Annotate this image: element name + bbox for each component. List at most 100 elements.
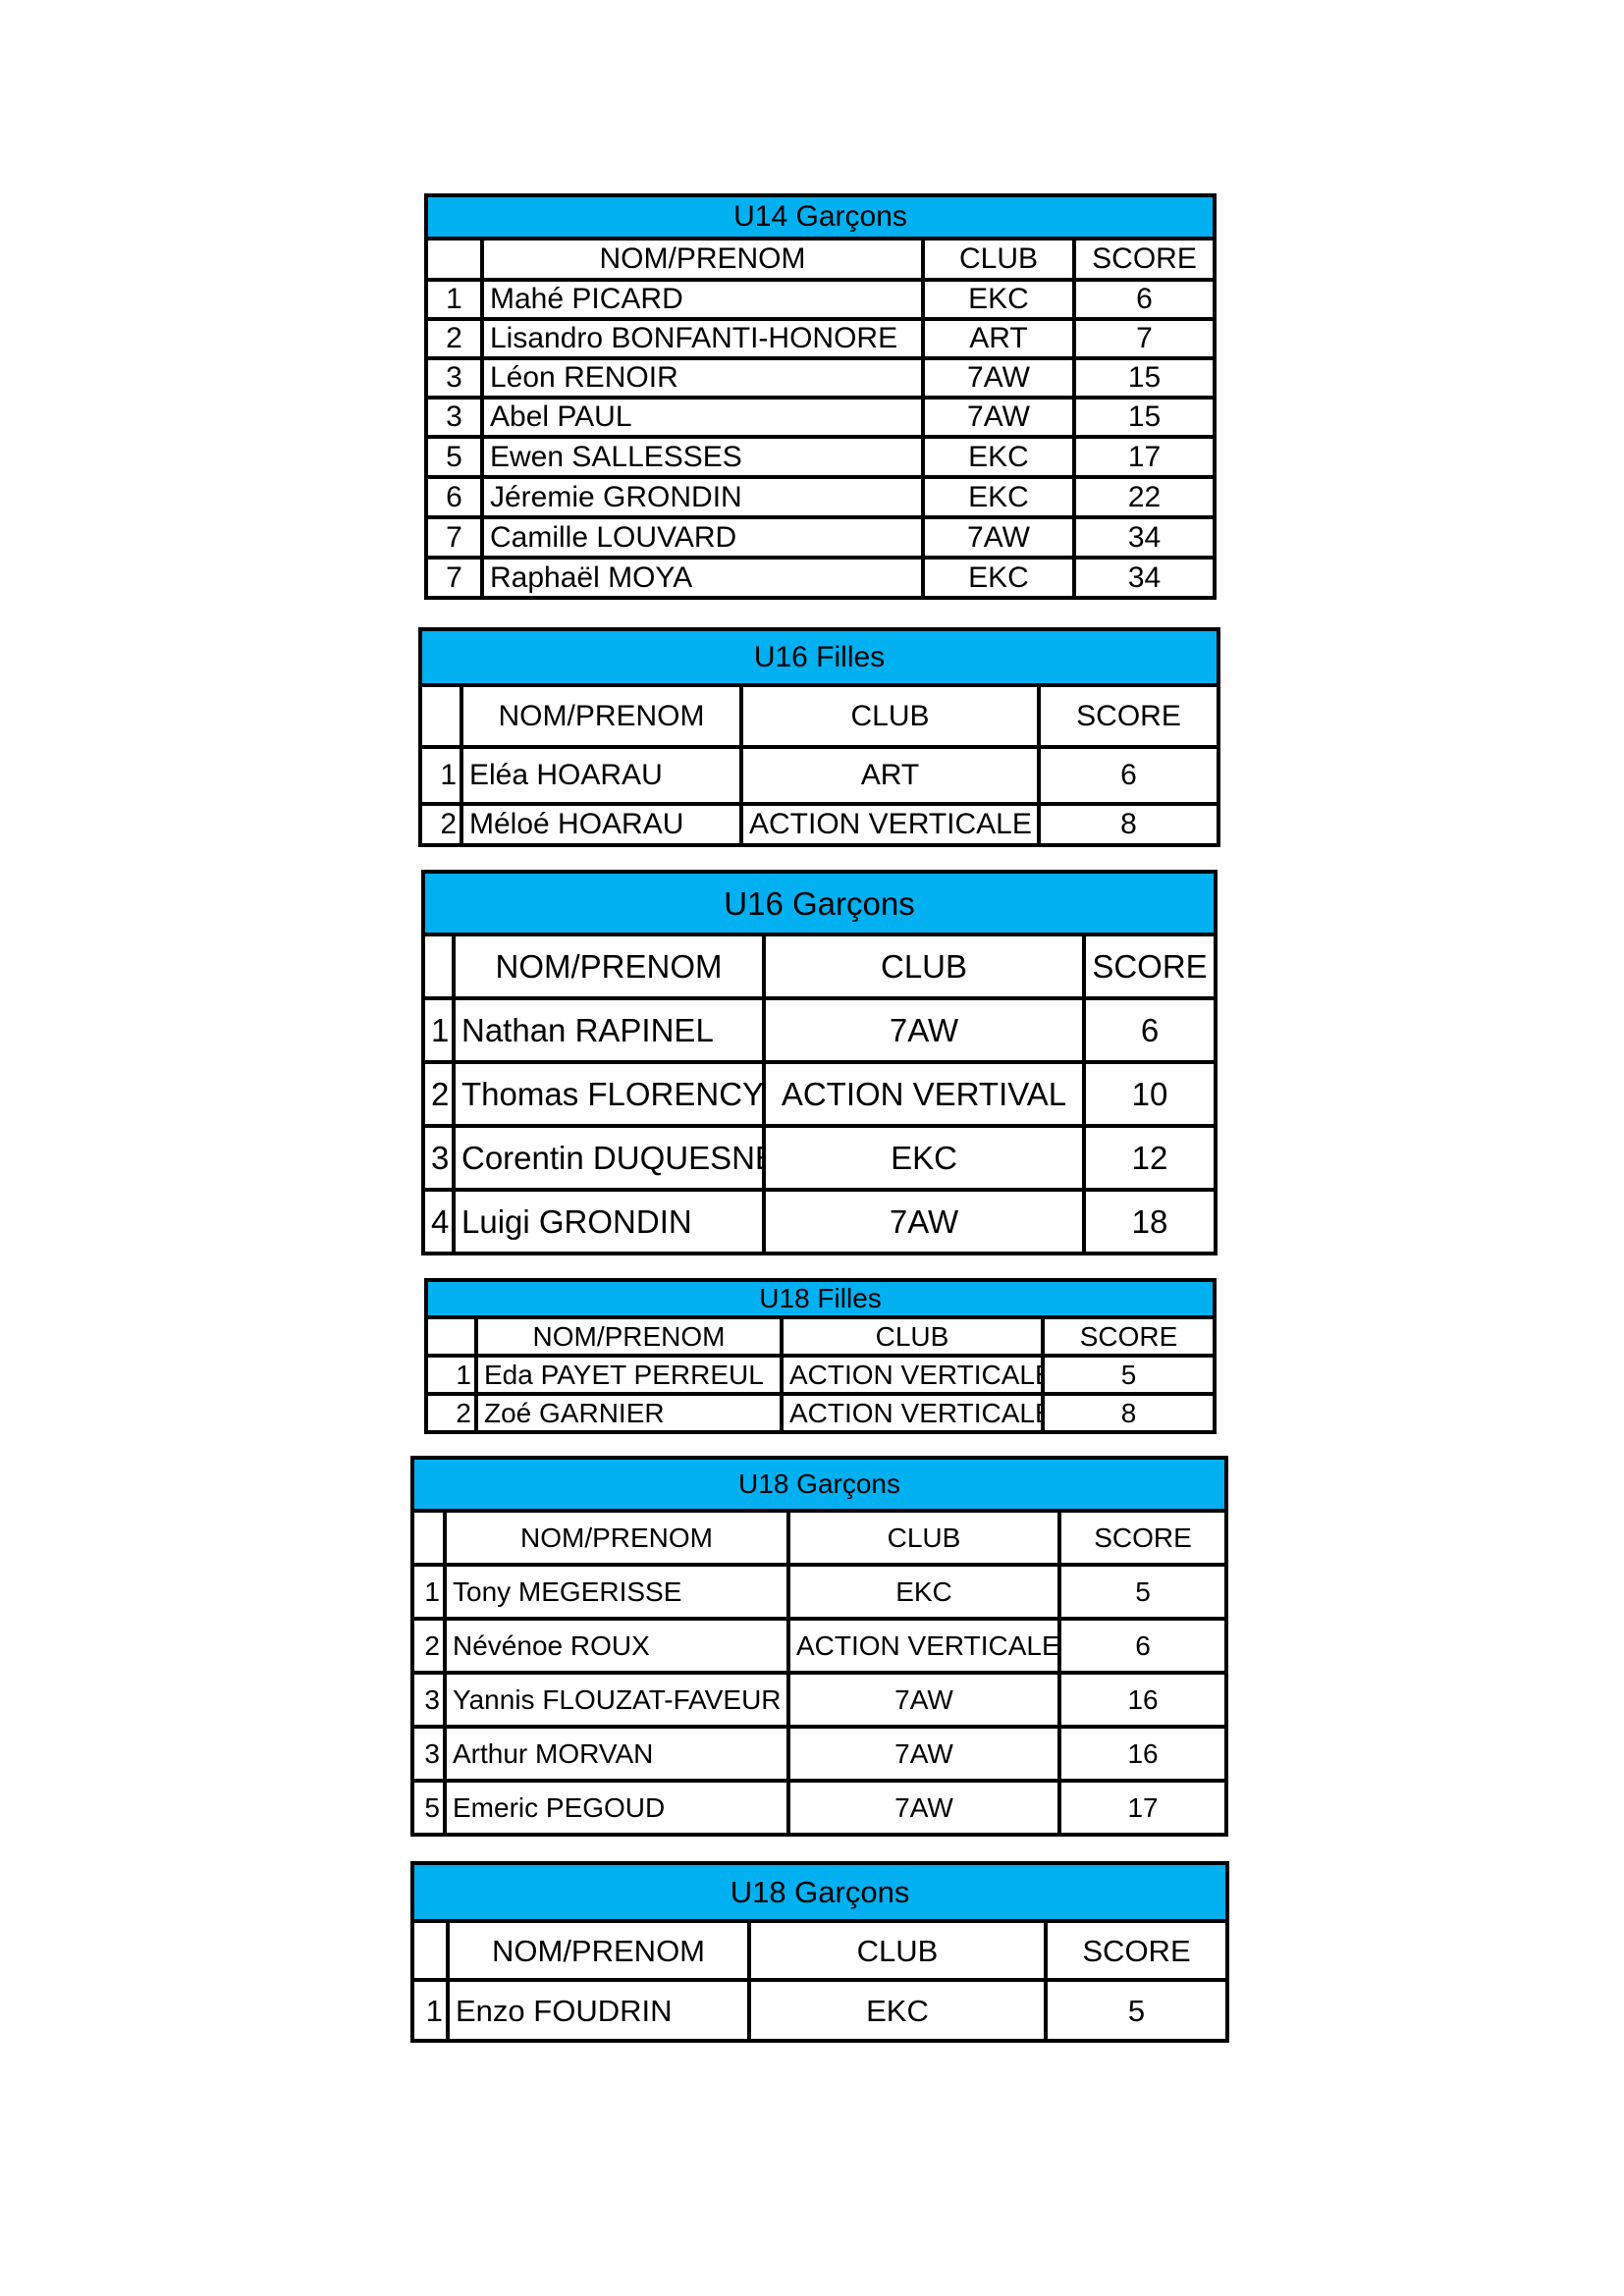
club-cell: EKC xyxy=(921,556,1076,600)
name-cell: Nathan RAPINEL xyxy=(452,996,766,1064)
name-cell: Enzo FOUDRIN xyxy=(446,1978,751,2043)
club-cell: 7AW xyxy=(786,1725,1061,1783)
club-cell: 7AW xyxy=(921,396,1076,439)
name-cell: Arthur MORVAN xyxy=(443,1725,790,1783)
club-cell: EKC xyxy=(747,1978,1048,2043)
score-cell: 34 xyxy=(1072,515,1217,560)
club-cell: 7AW xyxy=(762,1188,1086,1255)
club-cell: ACTION VERTICALE xyxy=(780,1354,1045,1396)
name-cell: Léon RENOIR xyxy=(480,356,925,400)
table-header-row: NOM/PRENOM CLUB SCORE xyxy=(424,237,1217,282)
score-header: SCORE xyxy=(1072,237,1217,282)
score-cell: 6 xyxy=(1082,996,1218,1064)
score-header: SCORE xyxy=(1040,1315,1218,1358)
rank-cell: 1 xyxy=(410,1978,450,2043)
score-cell: 22 xyxy=(1072,475,1217,519)
score-cell: 7 xyxy=(1072,317,1217,360)
club-cell: EKC xyxy=(762,1124,1086,1192)
name-header: NOM/PRENOM xyxy=(480,237,925,282)
name-header: NOM/PRENOM xyxy=(443,1509,790,1567)
score-header: SCORE xyxy=(1082,933,1218,1000)
score-cell: 6 xyxy=(1056,1617,1229,1675)
name-cell: Méloé HOARAU xyxy=(460,802,743,847)
table-row: 6 Jéremie GRONDIN EKC 22 xyxy=(424,475,1217,519)
table-header-row: NOM/PRENOM CLUB SCORE xyxy=(410,1919,1230,1982)
score-cell: 12 xyxy=(1082,1124,1218,1192)
rank-cell: 2 xyxy=(410,1617,447,1675)
club-cell: ART xyxy=(921,317,1076,360)
rank-cell: 7 xyxy=(424,515,484,560)
results-table: U18 Filles NOM/PRENOM CLUB SCORE 1 Eda PAYET … xyxy=(423,1278,1218,1434)
club-header: CLUB xyxy=(780,1315,1045,1358)
table-row: 1 Nathan RAPINEL 7AW 6 xyxy=(421,996,1218,1064)
rank-cell: 3 xyxy=(421,1124,456,1192)
club-cell: EKC xyxy=(921,475,1076,519)
club-cell: ART xyxy=(739,745,1041,806)
name-header: NOM/PRENOM xyxy=(460,683,743,749)
club-cell: EKC xyxy=(921,435,1076,479)
score-cell: 15 xyxy=(1072,356,1217,400)
name-header: NOM/PRENOM xyxy=(474,1315,784,1358)
club-header: CLUB xyxy=(921,237,1076,282)
results-table: U16 Garçons NOM/PRENOM CLUB SCORE 1 Nathan RA… xyxy=(421,870,1218,1255)
table-row: 2 Thomas FLORENCY ACTION VERTIVAL 10 xyxy=(421,1060,1218,1128)
rank-header xyxy=(424,1315,478,1358)
name-cell: Luigi GRONDIN xyxy=(452,1188,766,1255)
rank-cell: 6 xyxy=(424,475,484,519)
name-cell: Camille LOUVARD xyxy=(480,515,925,560)
name-cell: Tony MEGERISSE xyxy=(443,1563,790,1621)
club-cell: 7AW xyxy=(921,515,1076,560)
score-cell: 18 xyxy=(1082,1188,1218,1255)
rank-cell: 1 xyxy=(424,1354,478,1396)
rank-cell: 2 xyxy=(424,317,484,360)
rank-cell: 1 xyxy=(424,278,484,321)
score-cell: 5 xyxy=(1043,1978,1230,2043)
club-header: CLUB xyxy=(739,683,1041,749)
rank-cell: 5 xyxy=(424,435,484,479)
table-title-row: U16 Garçons xyxy=(421,870,1218,936)
club-cell: ACTION VERTIVAL xyxy=(762,1060,1086,1128)
table-header-row: NOM/PRENOM CLUB SCORE xyxy=(410,1509,1229,1567)
table-title: U14 Garçons xyxy=(424,193,1217,240)
results-table: U14 Garçons NOM/PRENOM CLUB SCORE 1 Mahé PICA… xyxy=(424,193,1217,600)
name-header: NOM/PRENOM xyxy=(452,933,766,1000)
name-cell: Corentin DUQUESNE xyxy=(452,1124,766,1192)
score-cell: 17 xyxy=(1056,1779,1229,1837)
rank-cell: 3 xyxy=(410,1671,447,1729)
rank-header xyxy=(418,683,463,749)
table-row: 7 Raphaël MOYA EKC 34 xyxy=(424,556,1217,600)
club-header: CLUB xyxy=(786,1509,1061,1567)
name-cell: Eléa HOARAU xyxy=(460,745,743,806)
table-row: 3 Abel PAUL 7AW 15 xyxy=(424,396,1217,439)
score-cell: 34 xyxy=(1072,556,1217,600)
score-header: SCORE xyxy=(1056,1509,1229,1567)
table-row: 3 Yannis FLOUZAT-FAVEUR 7AW 16 xyxy=(410,1671,1229,1729)
table-row: 2 Lisandro BONFANTI-HONORE ART 7 xyxy=(424,317,1217,360)
club-cell: 7AW xyxy=(762,996,1086,1064)
score-cell: 6 xyxy=(1037,745,1220,806)
table-title-row: U18 Garçons xyxy=(409,1861,1230,1923)
club-cell: 7AW xyxy=(786,1671,1061,1729)
rank-cell: 3 xyxy=(424,356,484,400)
name-cell: Ewen SALLESSES xyxy=(480,435,925,479)
rank-cell: 5 xyxy=(410,1779,447,1837)
table-row: 1 Eléa HOARAU ART 6 xyxy=(418,745,1220,806)
rank-cell: 3 xyxy=(410,1725,447,1783)
club-cell: ACTION VERTICALE xyxy=(739,802,1041,847)
table-row: 3 Arthur MORVAN 7AW 16 xyxy=(410,1725,1229,1783)
rank-cell: 1 xyxy=(410,1563,447,1621)
table-row: 1 Tony MEGERISSE EKC 5 xyxy=(410,1563,1229,1621)
club-cell: EKC xyxy=(921,278,1076,321)
table-title: U18 Garçons xyxy=(409,1861,1230,1923)
results-table: U16 Filles NOM/PRENOM CLUB SCORE 1 Eléa HOARA… xyxy=(418,627,1220,847)
table-header-row: NOM/PRENOM CLUB SCORE xyxy=(418,683,1220,749)
score-cell: 10 xyxy=(1082,1060,1218,1128)
name-cell: Lisandro BONFANTI-HONORE xyxy=(480,317,925,360)
rank-cell: 7 xyxy=(424,556,484,600)
club-header: CLUB xyxy=(762,933,1086,1000)
club-cell: 7AW xyxy=(921,356,1076,400)
rank-cell: 1 xyxy=(421,996,456,1064)
score-header: SCORE xyxy=(1037,683,1220,749)
table-title-row: U14 Garçons xyxy=(424,193,1217,240)
score-cell: 8 xyxy=(1037,802,1220,847)
